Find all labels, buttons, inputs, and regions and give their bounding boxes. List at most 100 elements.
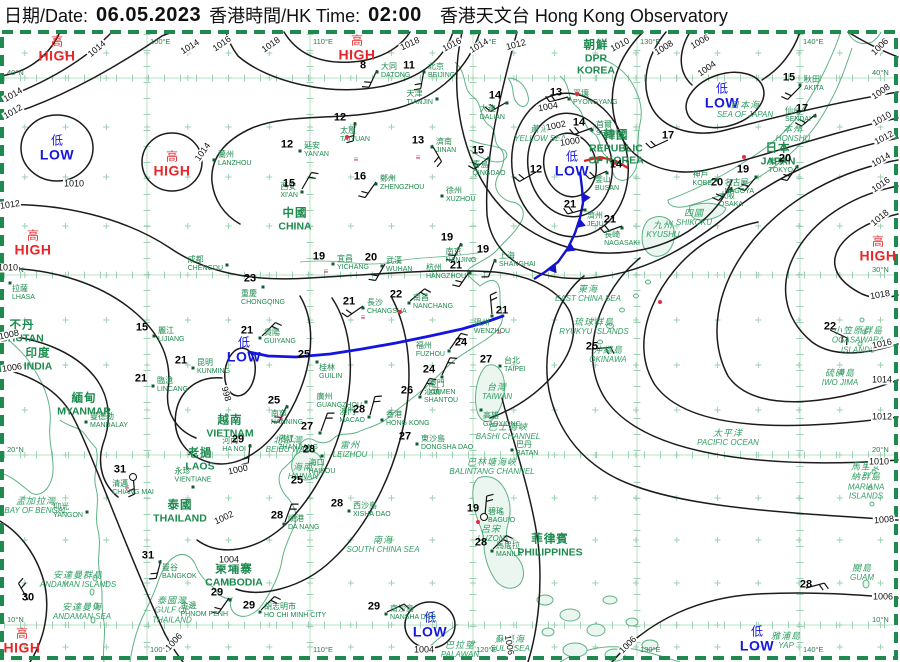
station-marker: [605, 171, 609, 175]
sea-label: 海南 HAINAN: [287, 462, 319, 482]
city-label: 大同 DATONG: [381, 61, 411, 79]
isobar-value-label: 1008: [869, 81, 893, 103]
temperature-value: 8: [359, 59, 367, 72]
city-label: 天津 TIANJIN: [406, 88, 433, 106]
country-label: 朝鮮 DPR KOREA: [577, 39, 615, 77]
temperature-value: 21: [495, 304, 509, 317]
isobars: [0, 31, 899, 662]
temperature-value: 27: [398, 430, 412, 443]
station-marker: [320, 454, 324, 458]
city-label: 釜山 BUSAN: [594, 175, 620, 192]
temperature-value: 24: [454, 336, 468, 349]
station-marker: [813, 114, 817, 118]
weather-symbol: ≡: [415, 152, 421, 162]
city-label: 重慶 CHONGQING: [241, 289, 285, 306]
isobar-value-label: 1012: [870, 411, 894, 422]
city-label: 台北 TAIPEI: [504, 355, 526, 373]
temperature-value: 15: [282, 177, 296, 190]
sea-label: 四國 SHIKOKU: [675, 208, 713, 228]
city-label: 東京 TOKYO: [768, 156, 793, 174]
station-marker: [510, 448, 514, 452]
station-marker: [212, 158, 216, 162]
station-marker: [300, 190, 304, 194]
wind-barbs: [17, 69, 848, 615]
city-label: 延安 YAN'AN: [304, 140, 329, 158]
station-marker: [8, 281, 12, 285]
sea-label: 日本海 SEA OF JAPAN: [716, 100, 774, 120]
lon-label: 140°E: [803, 645, 824, 654]
isobar-value-label: 1000: [558, 135, 582, 148]
station-marker: [422, 70, 426, 74]
sea-label: 安達曼群島 ANDAMAN ISLANDS: [39, 570, 117, 590]
temperature-value: 20: [364, 251, 378, 264]
city-label: 大連 DALIAN: [479, 104, 505, 121]
lat-label: 20°N: [7, 445, 24, 454]
lon-label: 130°E: [640, 37, 661, 46]
city-label: 青島 QINGDAO: [472, 160, 506, 177]
temperature-value: 12: [529, 163, 543, 176]
sea-label: 東海 EAST CHINA SEA: [555, 284, 621, 304]
temperature-value: 19: [466, 502, 480, 515]
temperature-value: 25: [297, 348, 311, 361]
map-border: [0, 30, 898, 660]
city-label: 廣州 GUANGZHOU: [316, 391, 363, 409]
sea-label: 雅浦島 YAP: [770, 631, 802, 651]
station-marker: [298, 149, 302, 153]
low-pressure-center: 低 LOW: [739, 624, 775, 654]
isobar-value-label: 1004: [695, 58, 719, 80]
red-station-dot: [476, 520, 480, 524]
sea-label: 巴士海峽 BASHI CHANNEL: [475, 422, 541, 442]
lon-label: 110°E: [313, 645, 333, 654]
city-label: 西安 XI'AN: [280, 181, 298, 199]
weather-symbol: ≡: [360, 312, 366, 322]
temperature-value: 15: [135, 321, 149, 334]
isobar-value-label: 1016: [210, 33, 234, 55]
city-label: 宜昌 YICHANG: [337, 253, 369, 271]
low-pressure-center: 低 LOW: [554, 149, 590, 179]
temperature-value: 29: [231, 433, 245, 446]
station-marker: [590, 128, 594, 132]
weather-fronts: [247, 155, 629, 359]
city-label: 首爾 SEOUL: [596, 119, 620, 137]
sea-label: 硫磺島 IWO JIMA: [821, 368, 859, 388]
country-label: 菲律賓 PHILIPPINES: [517, 533, 583, 559]
city-label: 溫州 WENZHOU: [473, 318, 511, 335]
temperature-value: 17: [795, 102, 809, 115]
low-pressure-center: 低 LOW: [412, 610, 448, 640]
chart-header: 日期/Date: 06.05.2023 香港時間/HK Time: 02:00 …: [0, 0, 900, 30]
city-label: 碧瑤 BAGUIO: [488, 506, 516, 524]
temperature-value: 17: [661, 129, 675, 142]
city-label: 上海 SHANGHAI: [499, 250, 536, 268]
city-label: 金邊 PHNOM PENH: [180, 601, 228, 618]
city-label: 鄭州 ZHENGZHOU: [380, 173, 425, 191]
temperature-value: 19: [440, 231, 454, 244]
temperature-value: 28: [270, 509, 284, 522]
station-marker: [795, 165, 799, 169]
lat-label: 30°N: [872, 265, 889, 274]
temperature-value: 19: [476, 243, 490, 256]
temperature-value: 22: [389, 288, 403, 301]
red-station-dot: [658, 300, 662, 304]
temperature-value: 29: [210, 586, 224, 599]
temperature-value: 21: [174, 354, 188, 367]
red-station-dot: [742, 155, 746, 159]
city-label: 濟州 JEJU: [587, 211, 604, 228]
temperature-value: 21: [240, 324, 254, 337]
station-marker: [151, 384, 155, 388]
station-marker: [380, 418, 384, 422]
city-label: 北京 BEIJING: [428, 61, 456, 79]
high-pressure-center: 高 HIGH: [3, 626, 41, 656]
isobar-value-label: 1014: [85, 38, 109, 60]
isobar-value-label: 1014: [178, 37, 202, 57]
station-marker: [380, 264, 384, 268]
city-label: 秋田 AKITA: [804, 74, 824, 92]
isobar-value-label: 1004: [412, 644, 436, 655]
station-marker: [490, 549, 494, 553]
city-label: 清邁 CHIANG MAI: [112, 479, 154, 496]
isobar-value-label: 1018: [868, 207, 892, 229]
station-marker: [487, 156, 491, 160]
temperature-value: 28: [352, 403, 366, 416]
station-marker: [285, 405, 289, 409]
isobar-value-label: 1014: [869, 150, 893, 170]
